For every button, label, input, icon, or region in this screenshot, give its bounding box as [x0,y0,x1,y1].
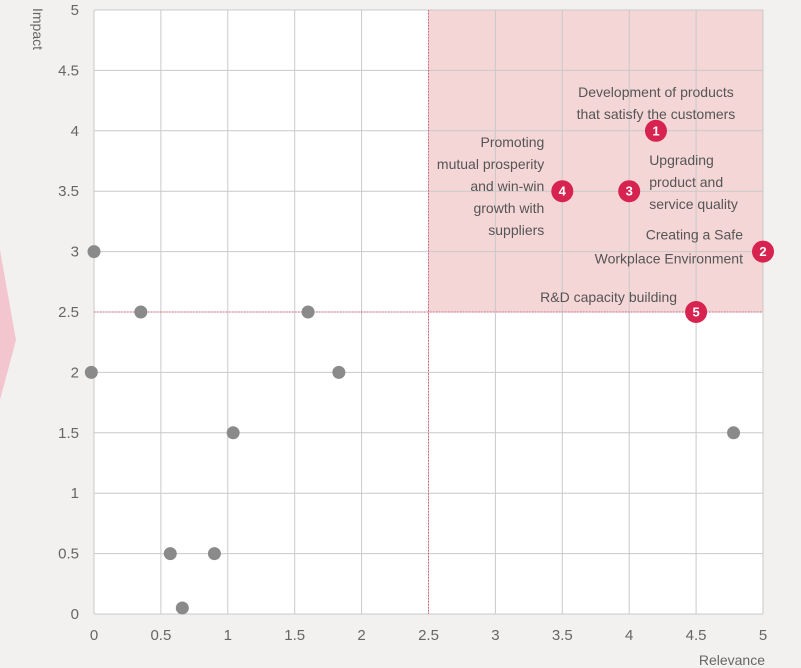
y-tick-label: 2.5 [58,304,79,321]
data-point [163,547,177,561]
y-tick-label: 3 [71,244,79,261]
data-point [134,305,148,319]
issue-label: service quality [649,196,738,212]
side-arrow [0,250,16,400]
x-tick-label: 1.5 [284,627,305,644]
y-tick-label: 2 [71,364,79,381]
x-tick-label: 0 [90,627,98,644]
issue-badge [685,301,708,323]
issue-number: 2 [759,244,766,259]
x-tick-label: 5 [759,627,767,644]
issue-label: suppliers [488,222,544,238]
data-point [207,547,221,561]
issue-label: R&D capacity building [540,289,677,305]
issue-label: product and [649,174,723,190]
data-point [301,305,315,319]
material-issue-3: 3 Upgrading product and service quality [618,152,738,212]
issue-badge [618,180,641,203]
issue-badge [551,180,574,203]
issue-badge [644,119,667,142]
material-issue-4: 4 Promoting mutual prosperity and win-win gr… [437,134,574,238]
y-tick-label: 3.5 [58,183,79,200]
material-issue-2: 2 Creating a Safe Workplace Environment [595,227,774,267]
issue-number: 1 [652,123,659,138]
y-tick-label: 1 [71,485,79,502]
issue-label: that satisfy the customers [577,106,736,122]
issue-number: 4 [559,184,567,199]
issue-label: Promoting [480,134,544,150]
issue-badge [752,240,774,263]
issue-number: 5 [692,305,699,320]
issue-label: growth with [473,200,544,216]
x-tick-label: 4 [625,627,633,644]
x-tick-label: 3 [491,627,499,644]
issue-label: Development of products [578,84,734,100]
y-tick-label: 1.5 [58,425,79,442]
y-tick-label: 4 [71,123,79,140]
y-tick-label: 4.5 [58,62,79,79]
x-tick-label: 0.5 [150,627,171,644]
x-tick-label: 4.5 [686,627,707,644]
material-issue-5: 5 R&D capacity building [540,289,708,323]
y-tick-label: 0 [71,606,79,623]
data-point [226,426,240,440]
y-tick-label: 5 [71,2,79,19]
issue-label: mutual prosperity [437,156,544,172]
data-point [84,365,98,379]
issue-label: Creating a Safe [646,227,743,243]
x-tick-label: 2 [357,627,365,644]
x-tick-label: 2.5 [418,627,439,644]
data-point [727,426,741,440]
highlight-region [428,10,763,312]
x-tick-label: 3.5 [552,627,573,644]
y-tick-label: 0.5 [58,546,79,563]
issue-label: Workplace Environment [595,251,743,267]
data-point [175,601,189,615]
y-axis-title: Impact [30,8,46,50]
data-point [332,365,346,379]
data-point [87,245,101,259]
issue-label: and win-win [470,178,544,194]
x-tick-label: 1 [224,627,232,644]
issue-label: Upgrading [649,152,714,168]
material-issue-1: 1 Development of products that satisfy the… [577,84,736,142]
x-axis-title: Relevance [699,652,765,668]
issue-number: 3 [626,184,633,199]
